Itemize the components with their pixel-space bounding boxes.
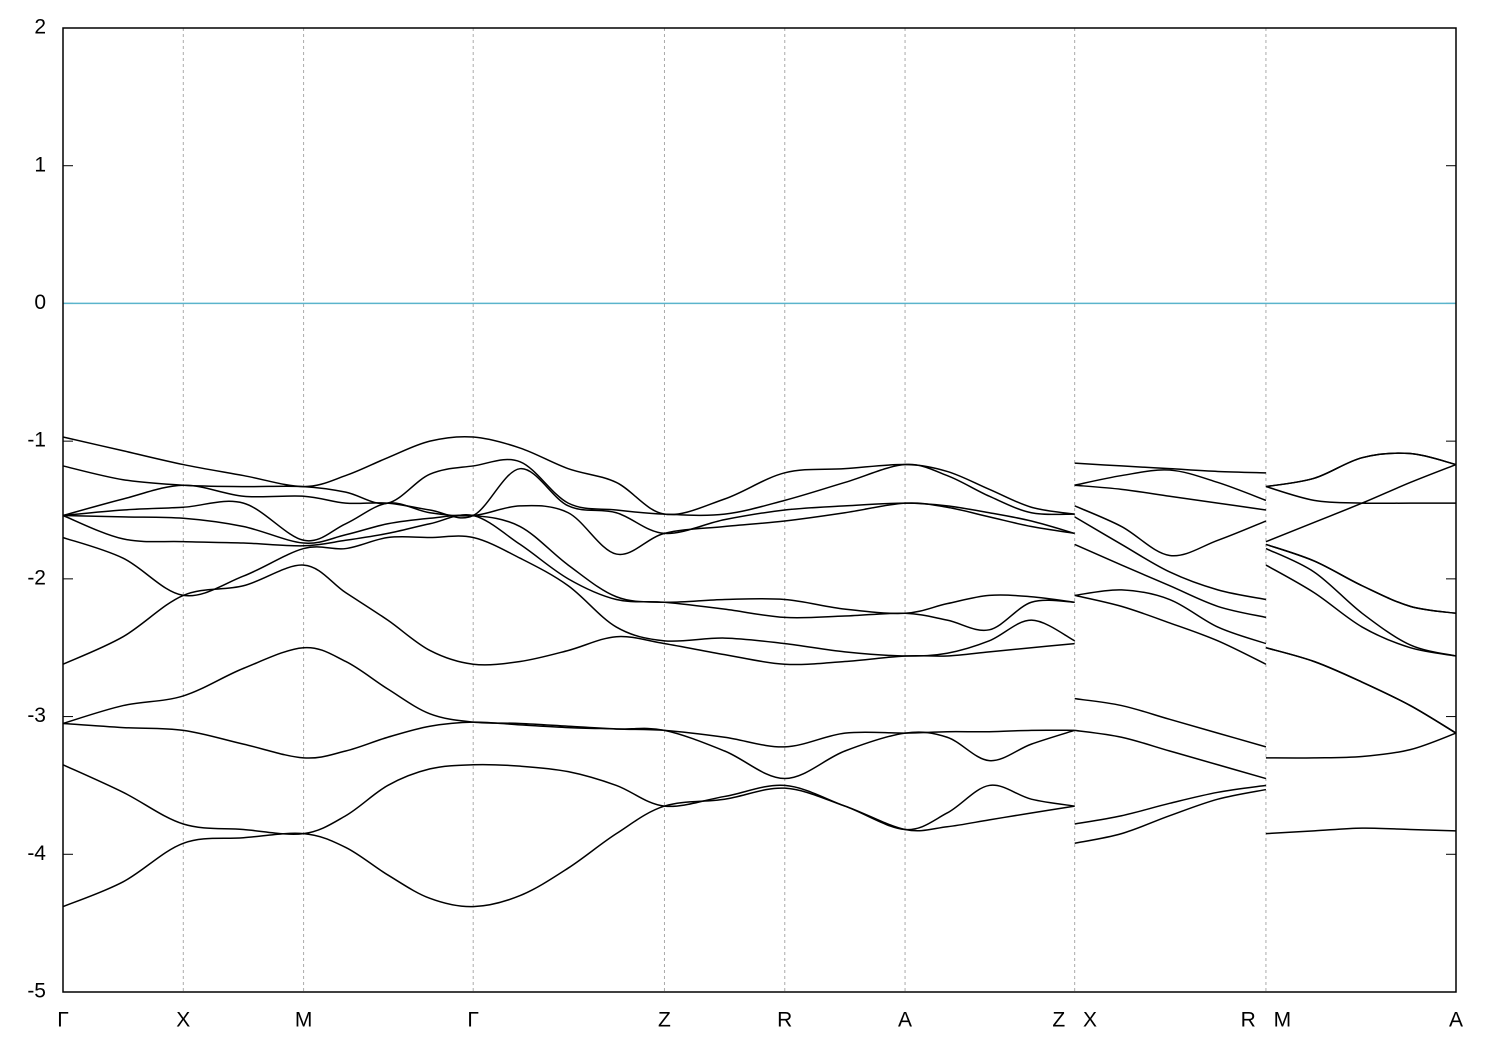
x-tick-label: M (295, 1009, 313, 1032)
x-tick-label: R M (1241, 1009, 1292, 1032)
y-tick-label: -3 (27, 704, 46, 727)
x-tick-label: A (898, 1009, 912, 1032)
x-tick-label: Γ (467, 1009, 479, 1032)
x-tick-label: R (777, 1009, 792, 1032)
band-line (62, 787, 1457, 908)
band-line (62, 435, 1457, 516)
x-tick-label: A (1449, 1009, 1463, 1032)
band-line (62, 463, 1457, 557)
x-tick-label: X (176, 1009, 190, 1032)
band-line (62, 467, 1456, 535)
band-line (62, 535, 1457, 657)
y-tick-label: -4 (27, 842, 46, 865)
band-line (62, 732, 1457, 835)
y-tick-label: -5 (27, 980, 46, 1003)
band-line (62, 646, 1457, 780)
x-tick-label: Z X (1052, 1009, 1097, 1032)
y-tick-label: -2 (27, 566, 46, 589)
band-line (62, 514, 1457, 615)
x-tick-label: Z (658, 1009, 671, 1032)
y-tick-label: 1 (34, 153, 46, 176)
y-tick-label: 2 (34, 16, 46, 39)
band-line (62, 646, 1457, 748)
band-line (62, 452, 1457, 517)
y-tick-label: -1 (27, 429, 46, 452)
band-line (62, 564, 1457, 666)
plot-frame (62, 27, 1457, 993)
x-tick-label: Γ (57, 1009, 69, 1032)
y-tick-label: 0 (34, 291, 46, 314)
band-line (62, 514, 1457, 632)
